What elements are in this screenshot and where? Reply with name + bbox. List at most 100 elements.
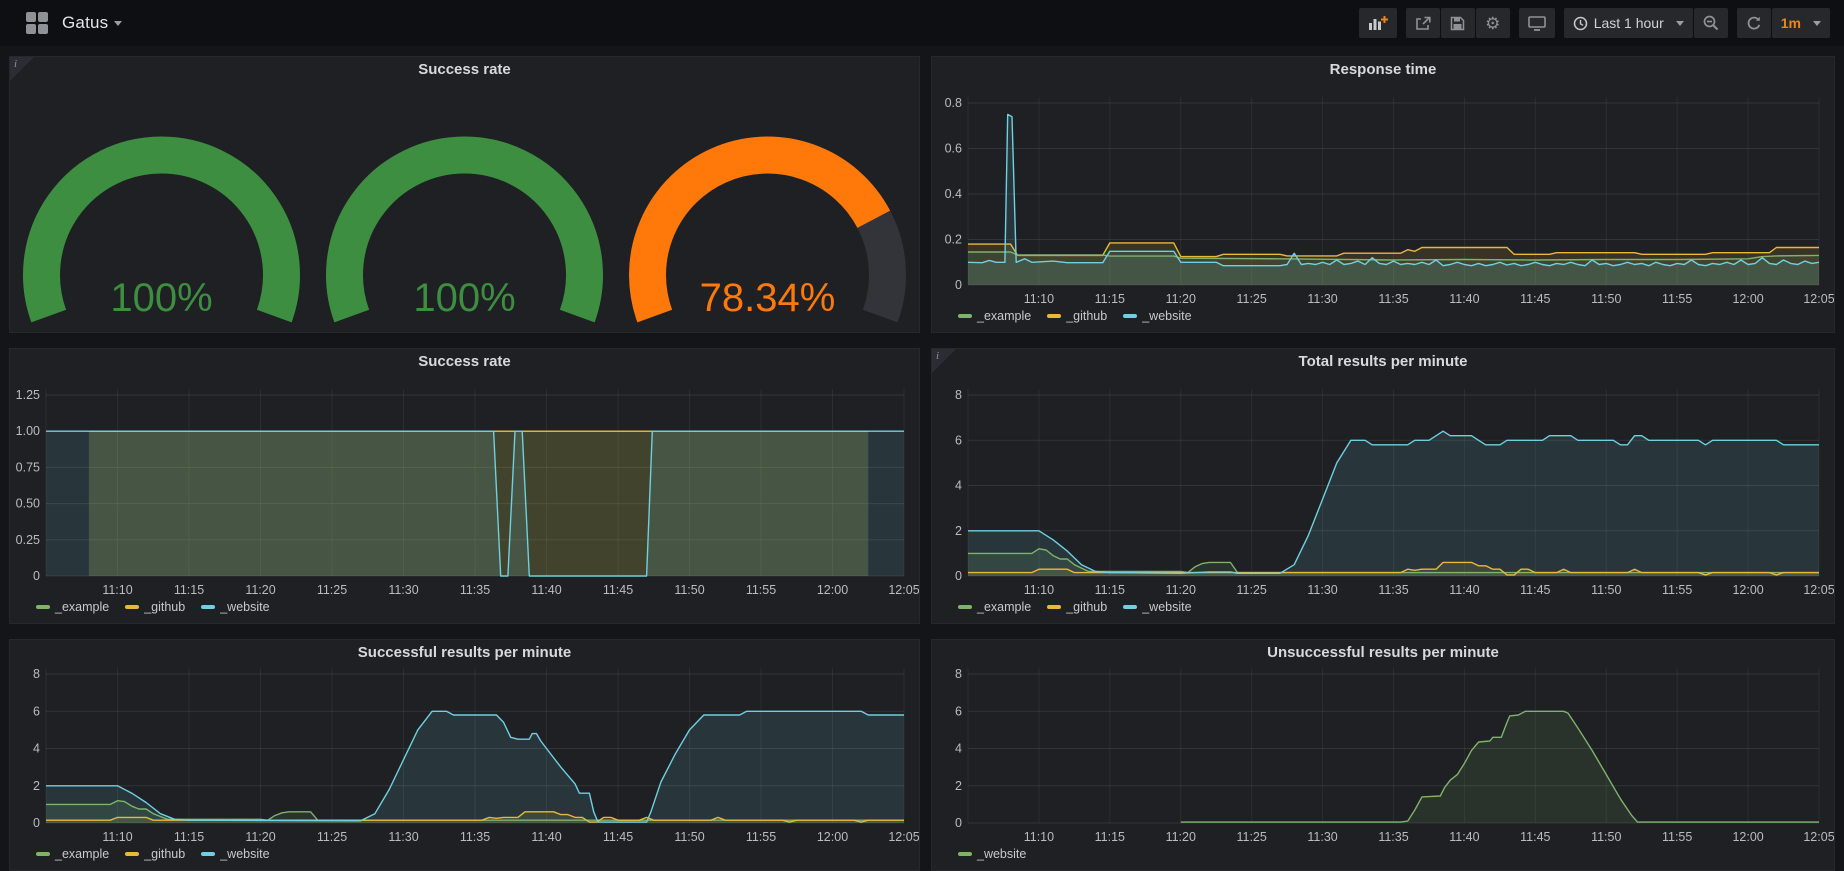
chart-svg: 0 2 4 6 8 11:10 11:15 11:20 11:25 11:30 11:35 11:40…	[955, 388, 1834, 597]
dashboard-title-dropdown[interactable]: Gatus	[62, 13, 123, 33]
panel-title[interactable]: Total results per minute	[1298, 353, 1468, 370]
y-axis-label: 4	[955, 742, 962, 756]
navbar: Gatus	[0, 0, 1844, 46]
zoom-out-button[interactable]	[1693, 8, 1728, 38]
legend-label: _example	[55, 847, 110, 861]
legend-item-_website[interactable]: _website	[1123, 600, 1192, 614]
panel-title[interactable]: Success rate	[418, 61, 511, 78]
refresh-interval-dropdown[interactable]: 1m	[1771, 8, 1830, 38]
series-line-_website	[967, 113, 1820, 267]
series-fill-_github	[968, 242, 1819, 285]
x-axis-label: 11:55	[1662, 583, 1692, 597]
grid-logo-icon[interactable]	[26, 12, 48, 34]
x-axis-label: 11:30	[1307, 292, 1337, 306]
legend-item-_website[interactable]: _website	[201, 600, 270, 614]
cycle-view-button[interactable]	[1518, 8, 1555, 38]
y-axis-label: 0	[955, 569, 962, 583]
x-axis-label: 11:55	[1662, 292, 1692, 306]
y-axis-label: 0	[33, 816, 40, 830]
share-icon	[1415, 16, 1431, 30]
series-fill-_website	[46, 711, 904, 823]
y-axis-label: 8	[33, 667, 40, 681]
time-range-picker[interactable]: Last 1 hour	[1563, 8, 1693, 38]
x-axis-label: 11:30	[388, 830, 418, 844]
legend-swatch	[36, 852, 50, 856]
panel-info-icon[interactable]: i	[932, 349, 956, 373]
add-panel-button[interactable]	[1358, 8, 1397, 38]
panel-success-rate-gauges: i Success rate 100%_example100%_github78…	[9, 56, 920, 333]
x-axis-label: 11:50	[674, 830, 704, 844]
y-axis-label: 2	[33, 779, 40, 793]
chart-svg: 0 0.2 0.4 0.6 0.8 11:10 11:15 11:20 11:25 11:30 11…	[945, 96, 1834, 306]
x-axis-label: 12:00	[1732, 292, 1763, 306]
legend-item-_example[interactable]: _example	[36, 600, 109, 614]
x-axis-label: 11:15	[1095, 830, 1125, 844]
gauge-arc	[23, 136, 300, 323]
x-axis-label: 11:20	[1166, 292, 1196, 306]
chart-svg: 0 2 4 6 8 11:10 11:15 11:20 11:25 11:30 11:35 11:40…	[33, 667, 919, 844]
legend-item-_example[interactable]: _example	[958, 600, 1031, 614]
legend-item-_example[interactable]: _example	[36, 847, 109, 861]
x-axis-label: 12:00	[817, 583, 848, 597]
series-fill-_github	[88, 431, 869, 576]
legend-swatch	[1123, 605, 1138, 609]
y-axis-label: 0	[955, 278, 962, 292]
legend-item-_website[interactable]: _website	[1123, 309, 1192, 323]
legend-label: _website	[977, 847, 1027, 861]
x-axis-label: 11:10	[1024, 830, 1054, 844]
legend-item-_example[interactable]: _example	[958, 309, 1031, 323]
legend-label: _github	[1066, 309, 1108, 323]
legend-item-_github[interactable]: _github	[125, 600, 185, 614]
panel-info-icon[interactable]: i	[10, 57, 34, 81]
legend-item-_github[interactable]: _github	[1047, 600, 1107, 614]
refresh-button[interactable]	[1736, 8, 1771, 38]
legend-swatch	[125, 605, 140, 609]
legend-swatch	[958, 314, 972, 318]
legend-item-_github[interactable]: _github	[125, 847, 185, 861]
legend-swatch	[201, 852, 216, 856]
chart-svg: 0 0.25 0.50 0.75 1.00 1.25 11:10 11:15 11:20 11:2…	[16, 388, 919, 597]
legend-item-_website[interactable]: _website	[958, 847, 1026, 861]
series-line-_website	[1180, 710, 1819, 823]
x-axis-label: 11:20	[245, 583, 275, 597]
y-axis-label: 0.25	[16, 533, 40, 547]
series-line-_example	[46, 799, 904, 821]
share-button[interactable]	[1405, 8, 1440, 38]
legend-label: _example	[977, 600, 1032, 614]
legend-swatch	[36, 605, 50, 609]
x-axis-label: 11:25	[1236, 830, 1266, 844]
x-axis-label: 11:40	[1449, 830, 1479, 844]
x-axis-label: 12:00	[1732, 583, 1763, 597]
clock-icon	[1573, 16, 1587, 30]
panel-title[interactable]: Unsuccessful results per minute	[1267, 644, 1499, 661]
panel-title[interactable]: Successful results per minute	[357, 644, 572, 661]
legend-item-_github[interactable]: _github	[1047, 309, 1107, 323]
chart-legend: _website	[958, 847, 1026, 861]
legend-label: _website	[1142, 309, 1192, 323]
legend-item-_website[interactable]: _website	[201, 847, 270, 861]
legend-swatch	[201, 605, 216, 609]
x-axis-label: 11:35	[1378, 583, 1408, 597]
series-line-_github	[968, 561, 1819, 576]
y-axis-label: 6	[955, 433, 962, 447]
legend-swatch	[958, 605, 972, 609]
y-axis-label: 2	[955, 524, 962, 538]
x-axis-label: 12:05	[888, 830, 919, 844]
refresh-interval-label: 1m	[1780, 15, 1801, 31]
series-line-_website	[46, 430, 904, 577]
x-axis-label: 11:50	[1591, 292, 1621, 306]
panel-title[interactable]: Response time	[1329, 61, 1437, 78]
x-axis-label: 11:35	[460, 830, 490, 844]
y-axis-label: 4	[33, 742, 40, 756]
x-axis-label: 11:50	[1591, 583, 1621, 597]
x-axis-label: 11:15	[174, 830, 204, 844]
gauge-arc	[326, 136, 603, 323]
x-axis-label: 11:15	[1095, 583, 1125, 597]
settings-button[interactable]: ⚙	[1475, 8, 1510, 38]
save-button[interactable]	[1440, 8, 1475, 38]
y-axis-label: 0.50	[16, 497, 40, 511]
x-axis-label: 12:05	[1803, 830, 1834, 844]
legend-label: _example	[977, 309, 1032, 323]
panel-title[interactable]: Success rate	[418, 353, 511, 370]
legend-swatch	[1047, 605, 1062, 609]
